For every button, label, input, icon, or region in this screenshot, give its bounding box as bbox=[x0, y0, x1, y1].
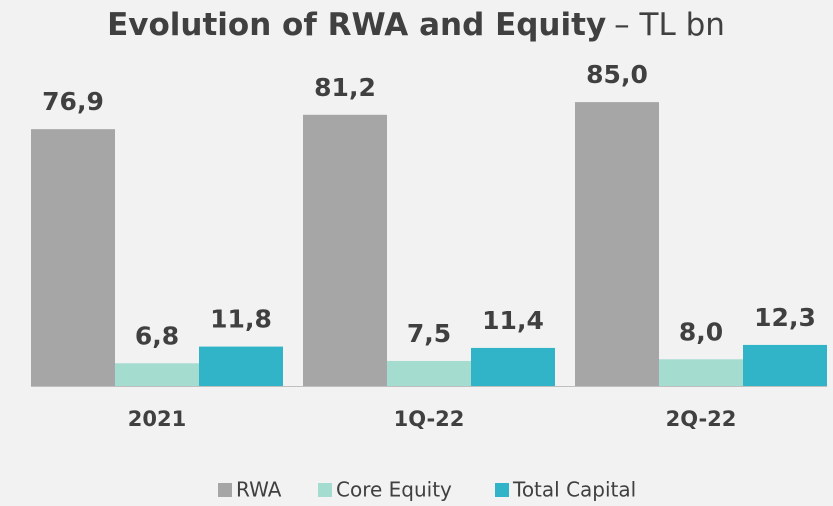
bar bbox=[31, 129, 115, 387]
value-label: 7,5 bbox=[407, 319, 451, 348]
bar bbox=[471, 347, 555, 386]
x-tick-label: 1Q-22 bbox=[394, 407, 465, 431]
legend-label: RWA bbox=[236, 478, 282, 502]
chart-title: Evolution of RWA and Equity – TL bn bbox=[107, 7, 725, 43]
value-label: 76,9 bbox=[42, 87, 104, 116]
x-tick-label: 2Q-22 bbox=[666, 407, 737, 431]
legend-label: Total Capital bbox=[512, 478, 636, 502]
legend-swatch bbox=[318, 483, 332, 497]
bar bbox=[575, 102, 659, 386]
legend-swatch bbox=[218, 483, 232, 497]
value-label: 11,4 bbox=[482, 306, 544, 335]
bar bbox=[115, 363, 199, 386]
value-label: 12,3 bbox=[754, 303, 816, 332]
value-label: 6,8 bbox=[135, 321, 179, 350]
bar bbox=[387, 360, 471, 386]
legend-label: Core Equity bbox=[336, 478, 452, 502]
title-unit: – TL bn bbox=[614, 7, 725, 43]
bar bbox=[743, 344, 827, 386]
value-label: 85,0 bbox=[586, 60, 648, 89]
value-label: 11,8 bbox=[210, 305, 272, 334]
title-main: Evolution of RWA and Equity bbox=[107, 7, 606, 43]
bar bbox=[659, 359, 743, 386]
bar bbox=[303, 114, 387, 387]
value-label: 81,2 bbox=[314, 73, 376, 102]
bar bbox=[199, 346, 283, 386]
x-tick-label: 2021 bbox=[128, 407, 186, 431]
value-label: 8,0 bbox=[679, 317, 723, 346]
legend-swatch bbox=[495, 483, 509, 497]
